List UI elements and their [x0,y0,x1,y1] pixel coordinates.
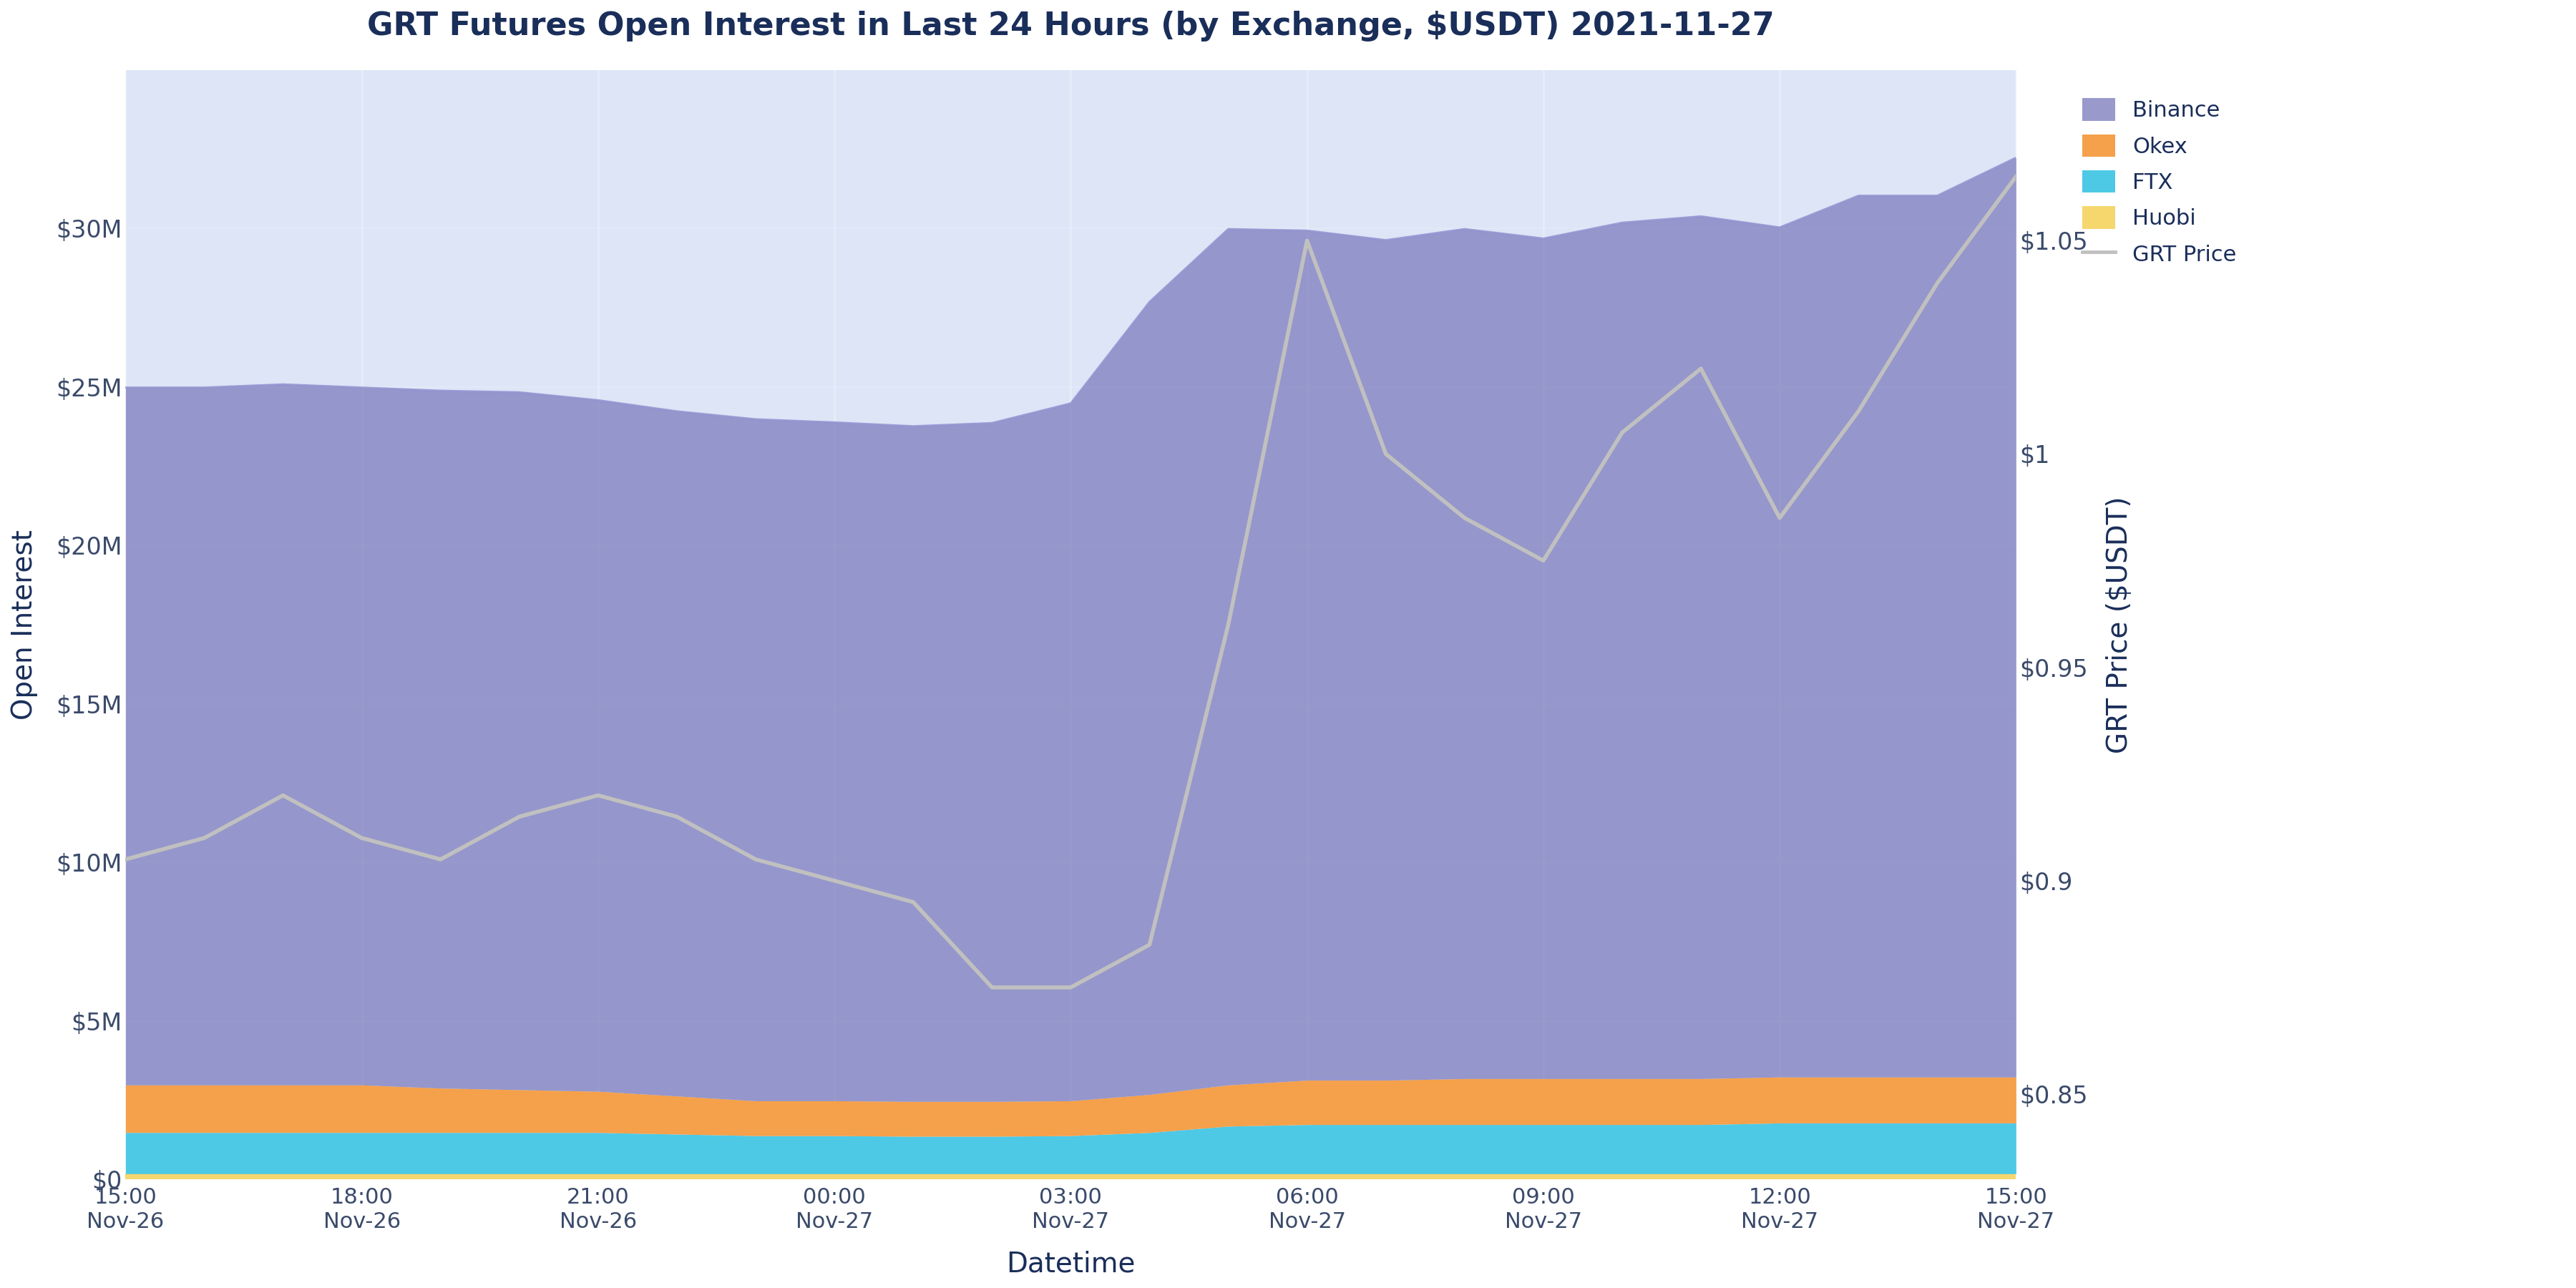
Legend: Binance, Okex, FTX, Huobi, GRT Price: Binance, Okex, FTX, Huobi, GRT Price [2066,81,2254,282]
Y-axis label: Open Interest: Open Interest [10,529,39,720]
Y-axis label: GRT Price ($USDT): GRT Price ($USDT) [2105,496,2133,753]
X-axis label: Datetime: Datetime [1007,1251,1136,1278]
Title: GRT Futures Open Interest in Last 24 Hours (by Exchange, $USDT) 2021-11-27: GRT Futures Open Interest in Last 24 Hou… [366,10,1775,41]
